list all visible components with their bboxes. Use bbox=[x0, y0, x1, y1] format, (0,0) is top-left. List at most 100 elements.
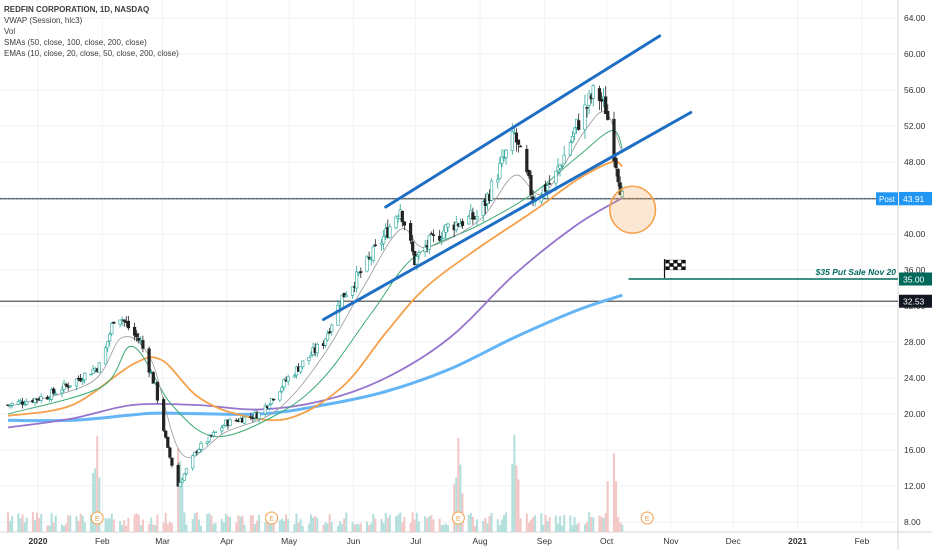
highlight-ellipse bbox=[609, 185, 657, 234]
volume-bar bbox=[224, 513, 227, 532]
volume-bar bbox=[206, 514, 209, 532]
candle-body bbox=[52, 388, 56, 394]
volume-bar bbox=[490, 513, 493, 532]
candle-body bbox=[560, 165, 564, 167]
candle-body bbox=[545, 185, 550, 191]
volume-bar bbox=[77, 521, 80, 532]
drawings: $35 Put Sale Nov 20 E E E E bbox=[90, 34, 898, 525]
volume-bar bbox=[453, 483, 456, 532]
volume-bar bbox=[442, 524, 445, 532]
volume-bar bbox=[612, 453, 615, 532]
x-tick-label: Dec bbox=[726, 536, 742, 546]
volume-bar bbox=[469, 512, 472, 532]
volume-bar bbox=[90, 514, 93, 532]
volume-bar bbox=[328, 514, 331, 532]
volume-bar bbox=[309, 514, 312, 532]
volume-bar bbox=[168, 521, 171, 532]
y-tick-label: 36.00 bbox=[904, 265, 926, 275]
candle-body bbox=[475, 216, 479, 220]
volume-bar bbox=[424, 516, 427, 532]
volume-bar bbox=[285, 514, 288, 532]
volume-bar bbox=[312, 517, 315, 532]
candle-body bbox=[323, 338, 328, 346]
volume-bar bbox=[36, 512, 39, 532]
volume-bar bbox=[498, 524, 501, 532]
volume-bar bbox=[621, 524, 624, 532]
volume-bar bbox=[314, 516, 317, 532]
candle-body bbox=[388, 226, 392, 239]
candle-body bbox=[132, 326, 137, 336]
volume-bar bbox=[500, 519, 503, 532]
candle-body bbox=[91, 368, 95, 374]
volume-bar bbox=[586, 522, 589, 532]
volume-bar bbox=[170, 523, 173, 532]
volume-bar bbox=[322, 525, 325, 532]
candle-body bbox=[64, 384, 68, 386]
volume-bar bbox=[127, 517, 130, 532]
candle-body bbox=[89, 373, 93, 376]
channel-lower-line bbox=[321, 111, 693, 321]
candle-body bbox=[514, 132, 519, 143]
y-tick-label: 40.00 bbox=[904, 229, 926, 239]
x-tick-label: 2020 bbox=[29, 536, 48, 546]
candle-body bbox=[108, 333, 112, 342]
volume-bar bbox=[135, 513, 138, 532]
candle-body bbox=[409, 223, 413, 241]
volume-bar bbox=[515, 465, 518, 532]
volume-bar bbox=[287, 518, 290, 532]
candle-body bbox=[359, 271, 363, 273]
time-axis[interactable]: 2020 Feb Mar Apr May Jun Jul Aug Sep Oct Nov Dec 202… bbox=[29, 536, 870, 546]
x-tick-label: Feb bbox=[95, 536, 110, 546]
volume-bar bbox=[615, 481, 618, 532]
volume-bar bbox=[590, 516, 593, 532]
candle-body bbox=[481, 201, 485, 216]
volume-bar bbox=[226, 516, 229, 532]
post-price-badge-box bbox=[899, 192, 932, 206]
y-tick-label: 8.00 bbox=[904, 517, 921, 527]
volume-bar bbox=[268, 523, 271, 532]
candle-body bbox=[373, 244, 377, 246]
legend-line-emas: EMAs (10, close, 20, close, 50, close, 2… bbox=[4, 49, 179, 58]
volume-bar bbox=[527, 522, 530, 532]
volume-bar bbox=[208, 513, 211, 532]
candle-body bbox=[193, 451, 197, 457]
volume-bar bbox=[519, 518, 522, 532]
volume-bar bbox=[239, 516, 242, 532]
candle-body bbox=[367, 257, 371, 259]
volume-bar bbox=[459, 464, 462, 532]
candle-body bbox=[249, 416, 253, 418]
candle-body bbox=[164, 430, 168, 438]
candle-body bbox=[141, 340, 145, 349]
candle-body bbox=[39, 396, 43, 401]
volume-bar bbox=[556, 523, 559, 532]
y-tick-label: 56.00 bbox=[904, 85, 926, 95]
volume-bar bbox=[316, 517, 319, 532]
volume-bar bbox=[399, 512, 402, 532]
volume-bar bbox=[243, 524, 246, 532]
candle-body bbox=[402, 221, 406, 226]
candle-body bbox=[394, 216, 398, 229]
flag-cell bbox=[673, 266, 678, 271]
volume-bar bbox=[617, 516, 620, 532]
volume-bar bbox=[401, 522, 404, 532]
volume-bar bbox=[604, 513, 607, 532]
candle-body bbox=[591, 85, 595, 99]
volume-bar bbox=[563, 514, 566, 532]
candle-body bbox=[489, 180, 494, 201]
flag-cell bbox=[665, 266, 670, 271]
volume-bar bbox=[185, 524, 188, 532]
volume-bar bbox=[326, 523, 329, 532]
y-tick-label: 16.00 bbox=[904, 445, 926, 455]
price-axis[interactable]: 8.0012.0016.0020.0024.0028.0032.0036.004… bbox=[904, 13, 926, 527]
candle-body bbox=[371, 246, 375, 261]
y-tick-label: 20.00 bbox=[904, 409, 926, 419]
volume-bar bbox=[502, 515, 505, 532]
flag-cell bbox=[681, 259, 686, 264]
volume-bar bbox=[179, 460, 182, 532]
volume-bar bbox=[293, 524, 296, 532]
volume-bar bbox=[353, 524, 356, 532]
earnings-marker-label: E bbox=[456, 516, 461, 523]
sma50-line bbox=[7, 160, 623, 422]
candle-body bbox=[205, 441, 209, 444]
